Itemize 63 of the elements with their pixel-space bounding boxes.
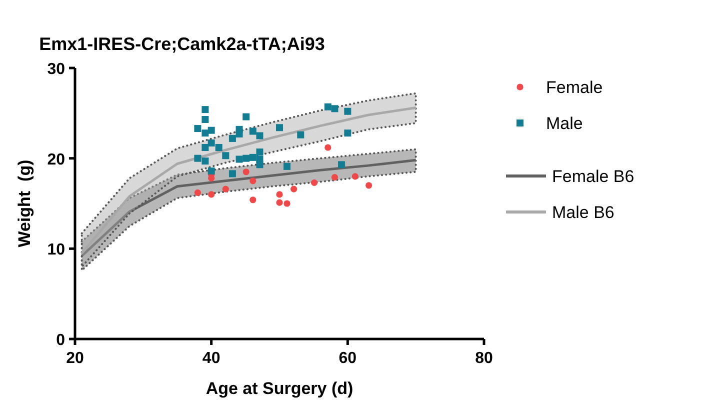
- point: [324, 103, 332, 110]
- legend-label: Male B6: [552, 203, 614, 222]
- point: [256, 132, 264, 140]
- point: [236, 156, 243, 163]
- point: [250, 178, 256, 184]
- point: [202, 106, 209, 114]
- point: [324, 144, 332, 151]
- point: [344, 130, 352, 137]
- chart-title: Emx1-IRES-Cre;Camk2a-tTA;Ai93: [39, 34, 325, 54]
- point: [249, 128, 256, 135]
- point: [256, 148, 264, 156]
- y-tick-label: 30: [47, 61, 66, 78]
- point: [331, 105, 338, 112]
- point: [276, 199, 283, 206]
- point: [290, 186, 298, 192]
- point: [284, 200, 290, 207]
- point: [331, 174, 338, 181]
- point: [284, 162, 290, 170]
- point: [297, 131, 304, 138]
- y-tick-label: 10: [47, 242, 66, 259]
- point: [228, 170, 236, 178]
- x-tick-label: 60: [338, 350, 357, 367]
- x-tick-label: 80: [475, 350, 493, 367]
- point: [242, 113, 250, 120]
- legend-label: Female: [546, 78, 603, 97]
- point: [344, 108, 352, 115]
- point: [242, 154, 250, 162]
- point: [310, 179, 318, 186]
- point: [208, 167, 215, 174]
- legend-label: Male: [546, 114, 583, 133]
- point: [250, 196, 256, 204]
- point: [222, 152, 230, 160]
- point: [276, 191, 283, 198]
- line-series: [80, 106, 418, 254]
- point: [202, 116, 209, 123]
- point: [208, 126, 215, 134]
- x-tick-label: 40: [202, 350, 220, 367]
- point: [202, 144, 209, 151]
- point: [228, 134, 236, 142]
- point: [276, 124, 283, 132]
- point: [256, 161, 264, 168]
- point: [366, 182, 372, 189]
- point: [352, 173, 358, 180]
- point: [242, 168, 250, 176]
- y-tick-label: 20: [47, 151, 66, 168]
- point: [236, 130, 243, 138]
- x-axis-title: Age at Surgery (d): [206, 379, 354, 398]
- point: [194, 125, 202, 132]
- point: [215, 144, 222, 151]
- legend-label: Female B6: [552, 167, 634, 186]
- point: [202, 130, 209, 137]
- point: [208, 139, 215, 146]
- line-series: [80, 158, 418, 258]
- point: [194, 154, 202, 162]
- point: [194, 189, 201, 196]
- point: [338, 161, 346, 168]
- point: [202, 158, 209, 165]
- point: [208, 191, 215, 198]
- y-tick-label: 0: [56, 332, 66, 349]
- point: [222, 186, 229, 192]
- y-axis-title: Weight (g): [15, 160, 34, 248]
- x-tick-label: 20: [66, 350, 84, 367]
- point: [249, 154, 256, 161]
